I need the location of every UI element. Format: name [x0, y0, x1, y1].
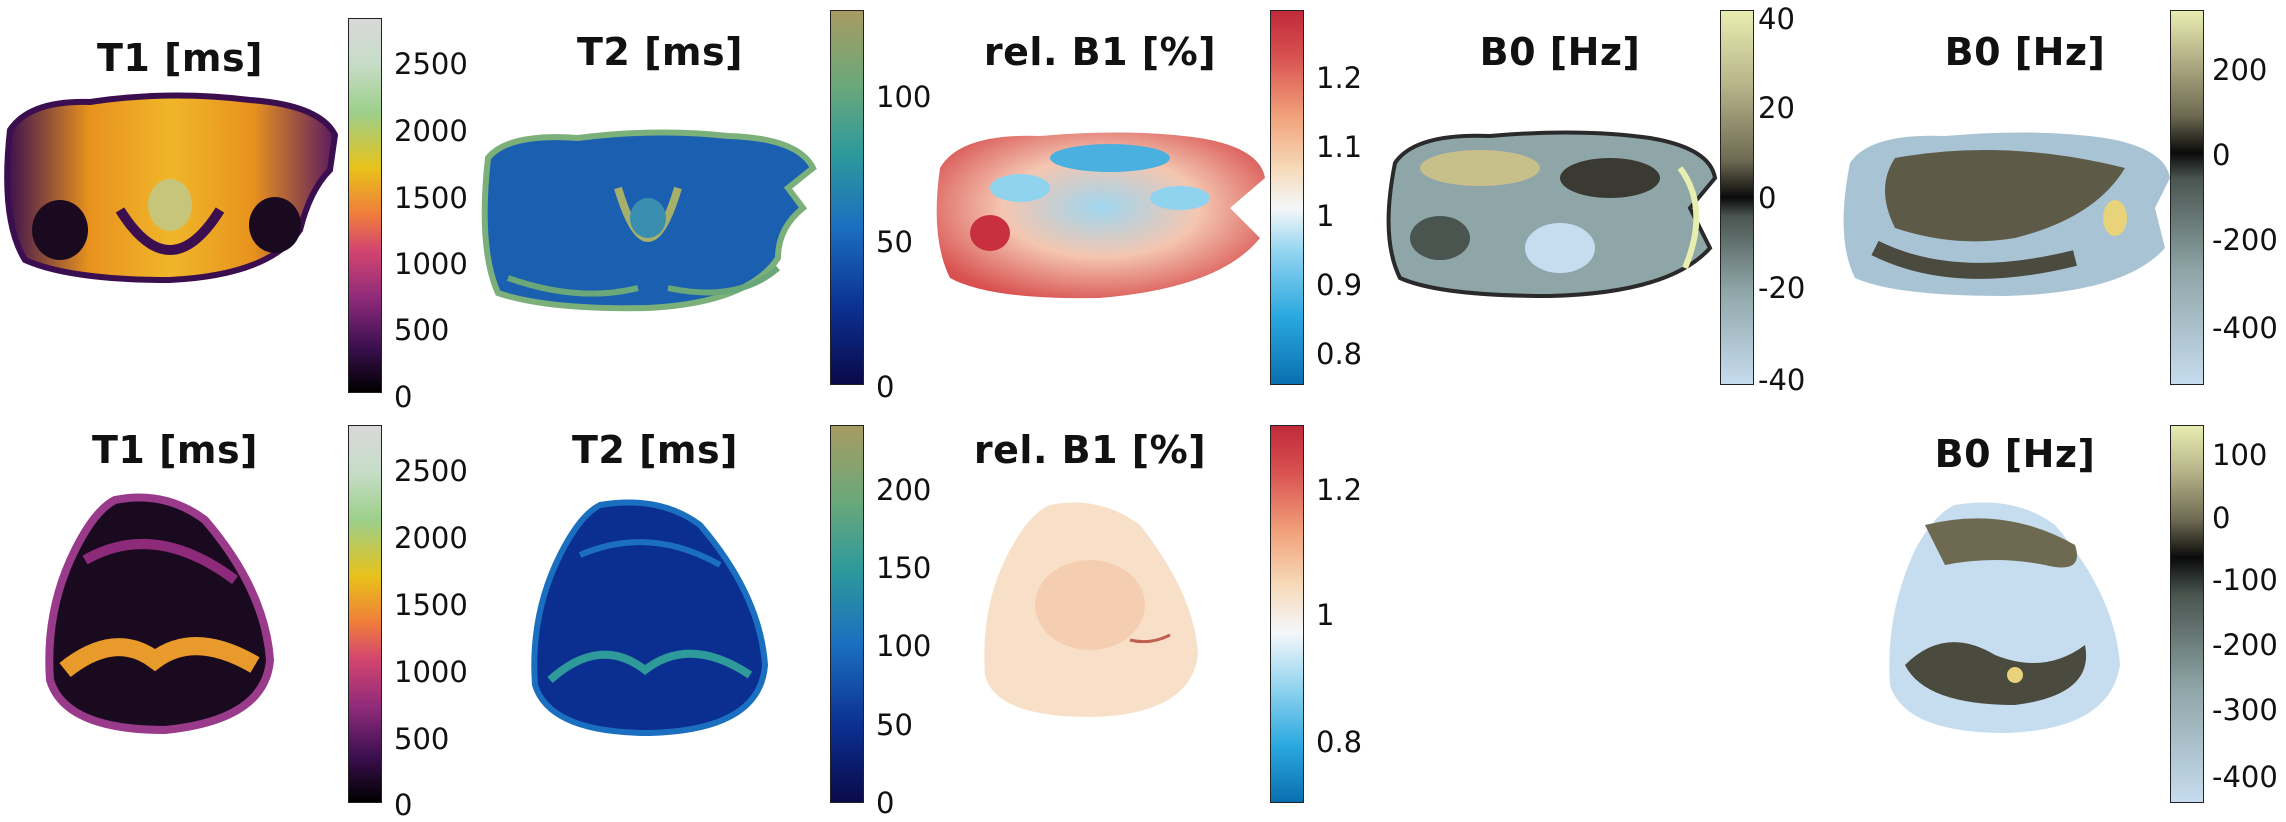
- tick-label: 500: [394, 722, 450, 756]
- tick-label: 0.9: [1316, 268, 1363, 302]
- tick-label: 2500: [394, 454, 468, 488]
- tick-label: -20: [1758, 271, 1806, 305]
- tick-label: 1.2: [1316, 473, 1363, 507]
- b1-pelvis-map: [930, 128, 1270, 308]
- tick-label: -200: [2212, 223, 2278, 257]
- t2-pelvis-map: [478, 128, 818, 318]
- tick-label: 100: [2212, 438, 2268, 472]
- tick-label: 150: [876, 551, 932, 585]
- panel-title: rel. B1 [%]: [973, 428, 1207, 472]
- panel-title: T2 [ms]: [576, 30, 744, 74]
- b0-colorbar: [2170, 425, 2204, 803]
- panel-title: B0 [Hz]: [1479, 30, 1641, 74]
- tick-label: 0: [2212, 501, 2231, 535]
- panel-title: T1 [ms]: [96, 36, 264, 80]
- tick-label: 200: [876, 473, 932, 507]
- b0-knee-map: [1885, 495, 2125, 735]
- panel-title: B0 [Hz]: [1934, 432, 2096, 476]
- b0-colorbar: [2170, 10, 2204, 385]
- tick-label: 40: [1758, 2, 1795, 36]
- tick-label: 0: [876, 786, 895, 820]
- b1-knee-map: [980, 495, 1200, 720]
- tick-label: -300: [2212, 693, 2278, 727]
- tick-label: -400: [2212, 760, 2278, 794]
- tick-label: 0: [394, 380, 413, 414]
- tick-label: 200: [2212, 53, 2268, 87]
- t2-colorbar: [830, 10, 864, 385]
- b0-pelvis-narrow-map: [1380, 128, 1720, 298]
- b1-colorbar: [1270, 425, 1304, 803]
- tick-label: 1: [1316, 199, 1335, 233]
- tick-label: 1: [1316, 598, 1335, 632]
- tick-label: 2000: [394, 114, 468, 148]
- t2-colorbar: [830, 425, 864, 803]
- t1-knee-map: [45, 490, 275, 740]
- t1-colorbar: [348, 425, 382, 803]
- tick-label: -40: [1758, 363, 1806, 397]
- panel-title: T1 [ms]: [91, 428, 259, 472]
- tick-label: 1500: [394, 588, 468, 622]
- tick-label: 1000: [394, 655, 468, 689]
- panel-title: rel. B1 [%]: [983, 30, 1217, 74]
- tick-label: 0.8: [1316, 337, 1363, 371]
- tick-label: 1.1: [1316, 130, 1363, 164]
- tick-label: -200: [2212, 628, 2278, 662]
- panel-title: T2 [ms]: [571, 428, 739, 472]
- tick-label: 1.2: [1316, 61, 1363, 95]
- tick-label: -100: [2212, 563, 2278, 597]
- tick-label: 1000: [394, 247, 468, 281]
- tick-label: 2000: [394, 521, 468, 555]
- b0-colorbar: [1720, 10, 1754, 385]
- tick-label: 0.8: [1316, 725, 1363, 759]
- t1-pelvis-map: [0, 90, 340, 290]
- panel-title: B0 [Hz]: [1944, 30, 2106, 74]
- tick-label: 20: [1758, 91, 1795, 125]
- t1-colorbar: [348, 18, 382, 393]
- tick-label: 0: [1758, 181, 1777, 215]
- tick-label: -400: [2212, 311, 2278, 345]
- tick-label: 50: [876, 225, 913, 259]
- tick-label: 100: [876, 80, 932, 114]
- b0-pelvis-wide-map: [1835, 128, 2175, 298]
- b1-colorbar: [1270, 10, 1304, 385]
- tick-label: 50: [876, 708, 913, 742]
- tick-label: 0: [876, 370, 895, 404]
- t2-knee-map: [530, 495, 770, 740]
- tick-label: 2500: [394, 47, 468, 81]
- tick-label: 0: [394, 788, 413, 822]
- tick-label: 0: [2212, 138, 2231, 172]
- tick-label: 1500: [394, 181, 468, 215]
- tick-label: 500: [394, 313, 450, 347]
- tick-label: 100: [876, 629, 932, 663]
